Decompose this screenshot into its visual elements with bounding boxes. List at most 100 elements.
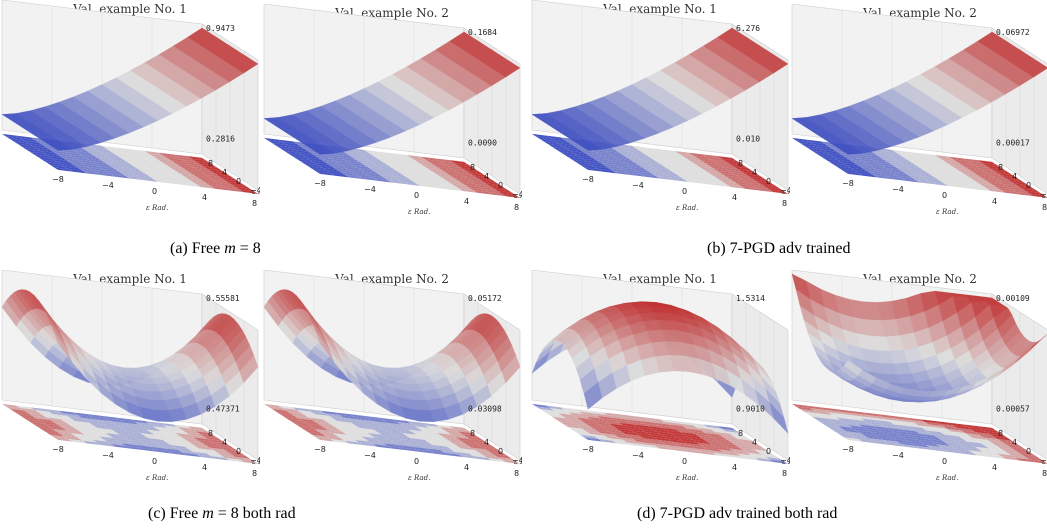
contour-cell [119, 434, 138, 440]
contour-cell [753, 449, 772, 454]
contour-cell [363, 430, 382, 435]
contour-cell [641, 174, 660, 179]
contour-cell [410, 172, 429, 177]
contour-cell [34, 154, 53, 159]
contour-cell [322, 153, 342, 158]
contour-cell [946, 162, 966, 168]
contour-cell [105, 163, 124, 168]
contour-cell [223, 179, 242, 184]
contour-cell [91, 431, 110, 436]
contour-cell [989, 182, 1008, 187]
contour-cell [148, 423, 168, 428]
contour-cell [942, 426, 962, 431]
contour-cell [79, 423, 98, 428]
contour-cell [1011, 455, 1030, 460]
contour-cell [60, 149, 80, 154]
x-tick-label: −4 [632, 181, 644, 190]
contour-cell [185, 162, 204, 167]
contour-cell [306, 157, 325, 162]
contour-cell [225, 457, 244, 463]
x-tick-label: −4 [632, 451, 644, 460]
contour-cell [672, 157, 691, 162]
contour-cell [729, 448, 748, 453]
contour-cell [126, 431, 145, 436]
contour-cell [453, 177, 472, 182]
contour-cell [148, 168, 167, 173]
contour-cell [741, 186, 760, 191]
contour-cell [156, 158, 176, 164]
contour-cell [989, 433, 1008, 439]
contour-cell [89, 152, 108, 158]
contour-cell [913, 171, 932, 176]
contour-cell [594, 151, 614, 157]
contour-cell [353, 416, 372, 422]
contour-cell [408, 163, 427, 168]
contour-cell [698, 436, 718, 441]
contour-cell [911, 443, 930, 448]
contour-cell [915, 179, 934, 185]
contour-cell [564, 424, 583, 429]
contour-cell [296, 158, 315, 163]
contour-cell [85, 150, 104, 155]
contour-cell [189, 434, 208, 440]
contour-cell [154, 434, 173, 440]
contour-cell [861, 152, 880, 157]
contour-cell [967, 427, 986, 432]
contour-cell [310, 426, 329, 431]
contour-cell [963, 424, 982, 429]
contour-cell [306, 409, 326, 414]
contour-cell [656, 431, 675, 436]
contour-cell [359, 161, 378, 167]
contour-cell [954, 182, 973, 187]
contour-cell [836, 151, 855, 156]
contour-cell [727, 169, 746, 175]
contour-cell [818, 413, 837, 418]
contour-cell [627, 157, 646, 163]
contour-cell [412, 180, 431, 186]
contour-cell [139, 447, 158, 452]
contour-cell [227, 181, 246, 187]
contour-cell [479, 452, 498, 458]
contour-cell [121, 443, 140, 448]
contour-cell [38, 412, 57, 417]
contour-cell [940, 432, 959, 437]
z-tick-label-bottom: 0.9010 [736, 404, 765, 413]
contour-cell [70, 163, 89, 168]
contour-cell [733, 436, 752, 441]
contour-cell [320, 159, 339, 164]
contour-cell [999, 181, 1018, 186]
contour-cell [948, 437, 967, 442]
contour-cell [633, 439, 652, 444]
contour-cell [907, 174, 926, 180]
contour-cell [706, 171, 726, 176]
contour-cell [922, 427, 941, 433]
contour-cell [110, 151, 129, 156]
contour-cell [596, 430, 615, 435]
contour-cell [134, 421, 153, 427]
contour-cell [357, 419, 376, 424]
contour-cell [223, 449, 242, 454]
x-axis-label: ε Rad. [408, 474, 430, 482]
contour-cell [387, 179, 406, 185]
contour-cell [20, 408, 39, 413]
contour-cell [316, 156, 335, 162]
contour-cell [173, 424, 192, 429]
y-tick-label: 0 [236, 447, 241, 456]
contour-cell [932, 161, 951, 166]
contour-cell [372, 421, 391, 426]
contour-cell [870, 432, 890, 437]
contour-cell [920, 433, 939, 439]
contour-cell [428, 442, 447, 447]
contour-cell [422, 445, 441, 451]
contour-cell [71, 148, 90, 153]
contour-cell [741, 171, 760, 176]
contour-cell [692, 169, 711, 175]
contour-cell [36, 418, 55, 423]
contour-cell [950, 165, 970, 170]
contour-cell [28, 413, 47, 418]
contour-cell [75, 421, 94, 426]
contour-cell [123, 437, 142, 442]
contour-cell [162, 169, 181, 175]
contour-cell [333, 418, 352, 423]
